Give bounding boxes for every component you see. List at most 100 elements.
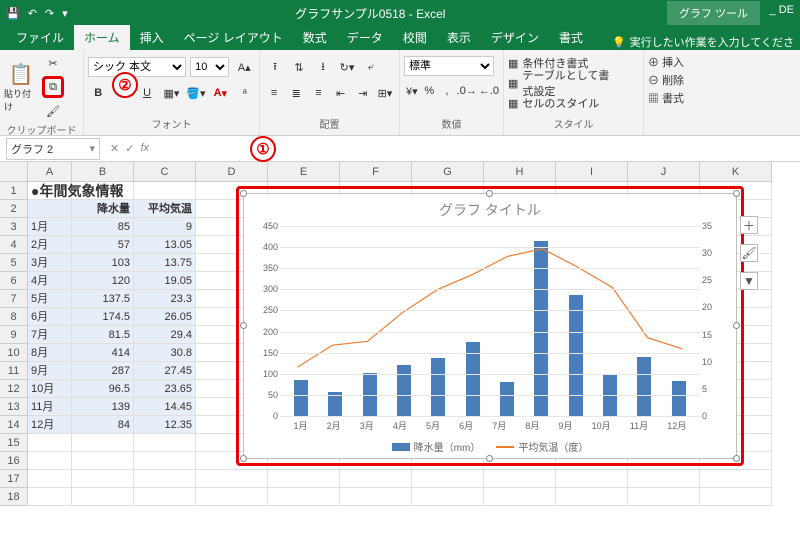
align-right-icon[interactable]: ≡ [308,82,328,104]
cancel-icon[interactable]: ✕ [110,142,119,155]
cell[interactable] [484,488,556,506]
row-header[interactable]: 2 [0,200,28,218]
row-header[interactable]: 12 [0,380,28,398]
cell[interactable]: 137.5 [72,290,134,308]
copy-button[interactable]: ⧉ [42,76,64,98]
chart-legend[interactable]: 降水量（mm） 平均気温（度） [244,439,736,454]
resize-handle[interactable] [486,190,493,197]
cell[interactable]: 9 [134,218,196,236]
cell[interactable] [628,470,700,488]
resize-handle[interactable] [240,190,247,197]
cell[interactable]: 103 [72,254,134,272]
chevron-down-icon[interactable]: ▾ [89,142,95,155]
col-j[interactable]: J [628,162,700,182]
percent-icon[interactable]: % [422,80,438,102]
cell[interactable]: 13.75 [134,254,196,272]
cell[interactable] [72,182,134,200]
cell[interactable]: 287 [72,362,134,380]
cell[interactable]: 9月 [28,362,72,380]
cell[interactable]: 23.3 [134,290,196,308]
plot-area[interactable] [280,226,700,416]
row-header[interactable]: 17 [0,470,28,488]
fill-color-icon[interactable]: 🪣▾ [186,82,206,104]
row-header[interactable]: 4 [0,236,28,254]
merge-icon[interactable]: ⊞▾ [375,82,395,104]
cell[interactable] [134,488,196,506]
chart-title[interactable]: グラフ タイトル [244,194,736,222]
tab-review[interactable]: 校閲 [393,25,437,50]
cell[interactable] [628,488,700,506]
cell[interactable]: 29.4 [134,326,196,344]
tab-design[interactable]: デザイン [481,25,549,50]
cell[interactable]: 3月 [28,254,72,272]
cell[interactable] [556,488,628,506]
chart-elements-button[interactable]: ＋ [740,216,758,234]
resize-handle[interactable] [733,190,740,197]
worksheet-grid[interactable]: A B C D E F G H I J K 1●年間気象情報2降水量平均気温31… [0,162,800,506]
align-center-icon[interactable]: ≣ [286,82,306,104]
cell[interactable] [134,182,196,200]
cell[interactable]: 57 [72,236,134,254]
row-header[interactable]: 1 [0,182,28,200]
paste-button[interactable]: 📋 貼り付け [4,59,38,115]
cell[interactable]: 2月 [28,236,72,254]
tab-formulas[interactable]: 数式 [293,25,337,50]
row-header[interactable]: 10 [0,344,28,362]
orientation-icon[interactable]: ↻▾ [336,56,358,78]
cell[interactable]: 6月 [28,308,72,326]
cell[interactable] [72,488,134,506]
cell[interactable]: 10月 [28,380,72,398]
cell[interactable] [700,488,772,506]
align-mid-icon[interactable]: ⇅ [288,56,310,78]
undo-icon[interactable]: ↶ [26,5,39,22]
row-header[interactable]: 6 [0,272,28,290]
resize-handle[interactable] [733,455,740,462]
cell[interactable]: 14.45 [134,398,196,416]
cell[interactable] [412,470,484,488]
inc-decimal-icon[interactable]: .0→ [457,80,477,102]
cell[interactable] [196,470,268,488]
tab-page-layout[interactable]: ページ レイアウト [174,25,293,50]
cell[interactable]: 26.05 [134,308,196,326]
cell[interactable] [268,488,340,506]
cut-icon[interactable]: ✂ [42,52,64,74]
resize-handle[interactable] [733,322,740,329]
chart-tools-tab[interactable]: グラフ ツール [667,1,760,25]
delete-cells-button[interactable]: ⊖ 削除 [648,72,696,88]
row-header[interactable]: 7 [0,290,28,308]
cell[interactable] [28,434,72,452]
border-icon[interactable]: ▦▾ [161,82,181,104]
row-header[interactable]: 11 [0,362,28,380]
font-size-select[interactable]: 10 [190,57,229,77]
col-h[interactable]: H [484,162,556,182]
resize-handle[interactable] [486,455,493,462]
underline-icon[interactable]: U [137,82,157,104]
cell[interactable] [72,452,134,470]
cell[interactable] [28,470,72,488]
cell[interactable] [700,470,772,488]
cell[interactable]: 19.05 [134,272,196,290]
save-icon[interactable]: 💾 [4,5,22,22]
cell[interactable] [556,470,628,488]
table-format-button[interactable]: ▦テーブルとして書式設定 [508,74,618,92]
enter-icon[interactable]: ✓ [125,142,134,155]
tab-data[interactable]: データ [337,25,393,50]
cell[interactable]: ●年間気象情報 [28,182,72,200]
format-painter-icon[interactable]: 🖌 [42,100,64,122]
col-c[interactable]: C [134,162,196,182]
resize-handle[interactable] [240,455,247,462]
cell[interactable]: 平均気温 [134,200,196,218]
row-header[interactable]: 13 [0,398,28,416]
cell[interactable]: 30.8 [134,344,196,362]
cell[interactable] [484,470,556,488]
cell[interactable] [28,452,72,470]
cell-style-button[interactable]: ▦セルのスタイル [508,94,618,112]
cell[interactable]: 7月 [28,326,72,344]
cell[interactable] [268,470,340,488]
cell[interactable]: 降水量 [72,200,134,218]
cell[interactable] [340,488,412,506]
align-top-icon[interactable]: ⭱ [264,56,286,78]
comma-icon[interactable]: , [439,80,455,102]
cell[interactable]: 8月 [28,344,72,362]
align-left-icon[interactable]: ≡ [264,82,284,104]
